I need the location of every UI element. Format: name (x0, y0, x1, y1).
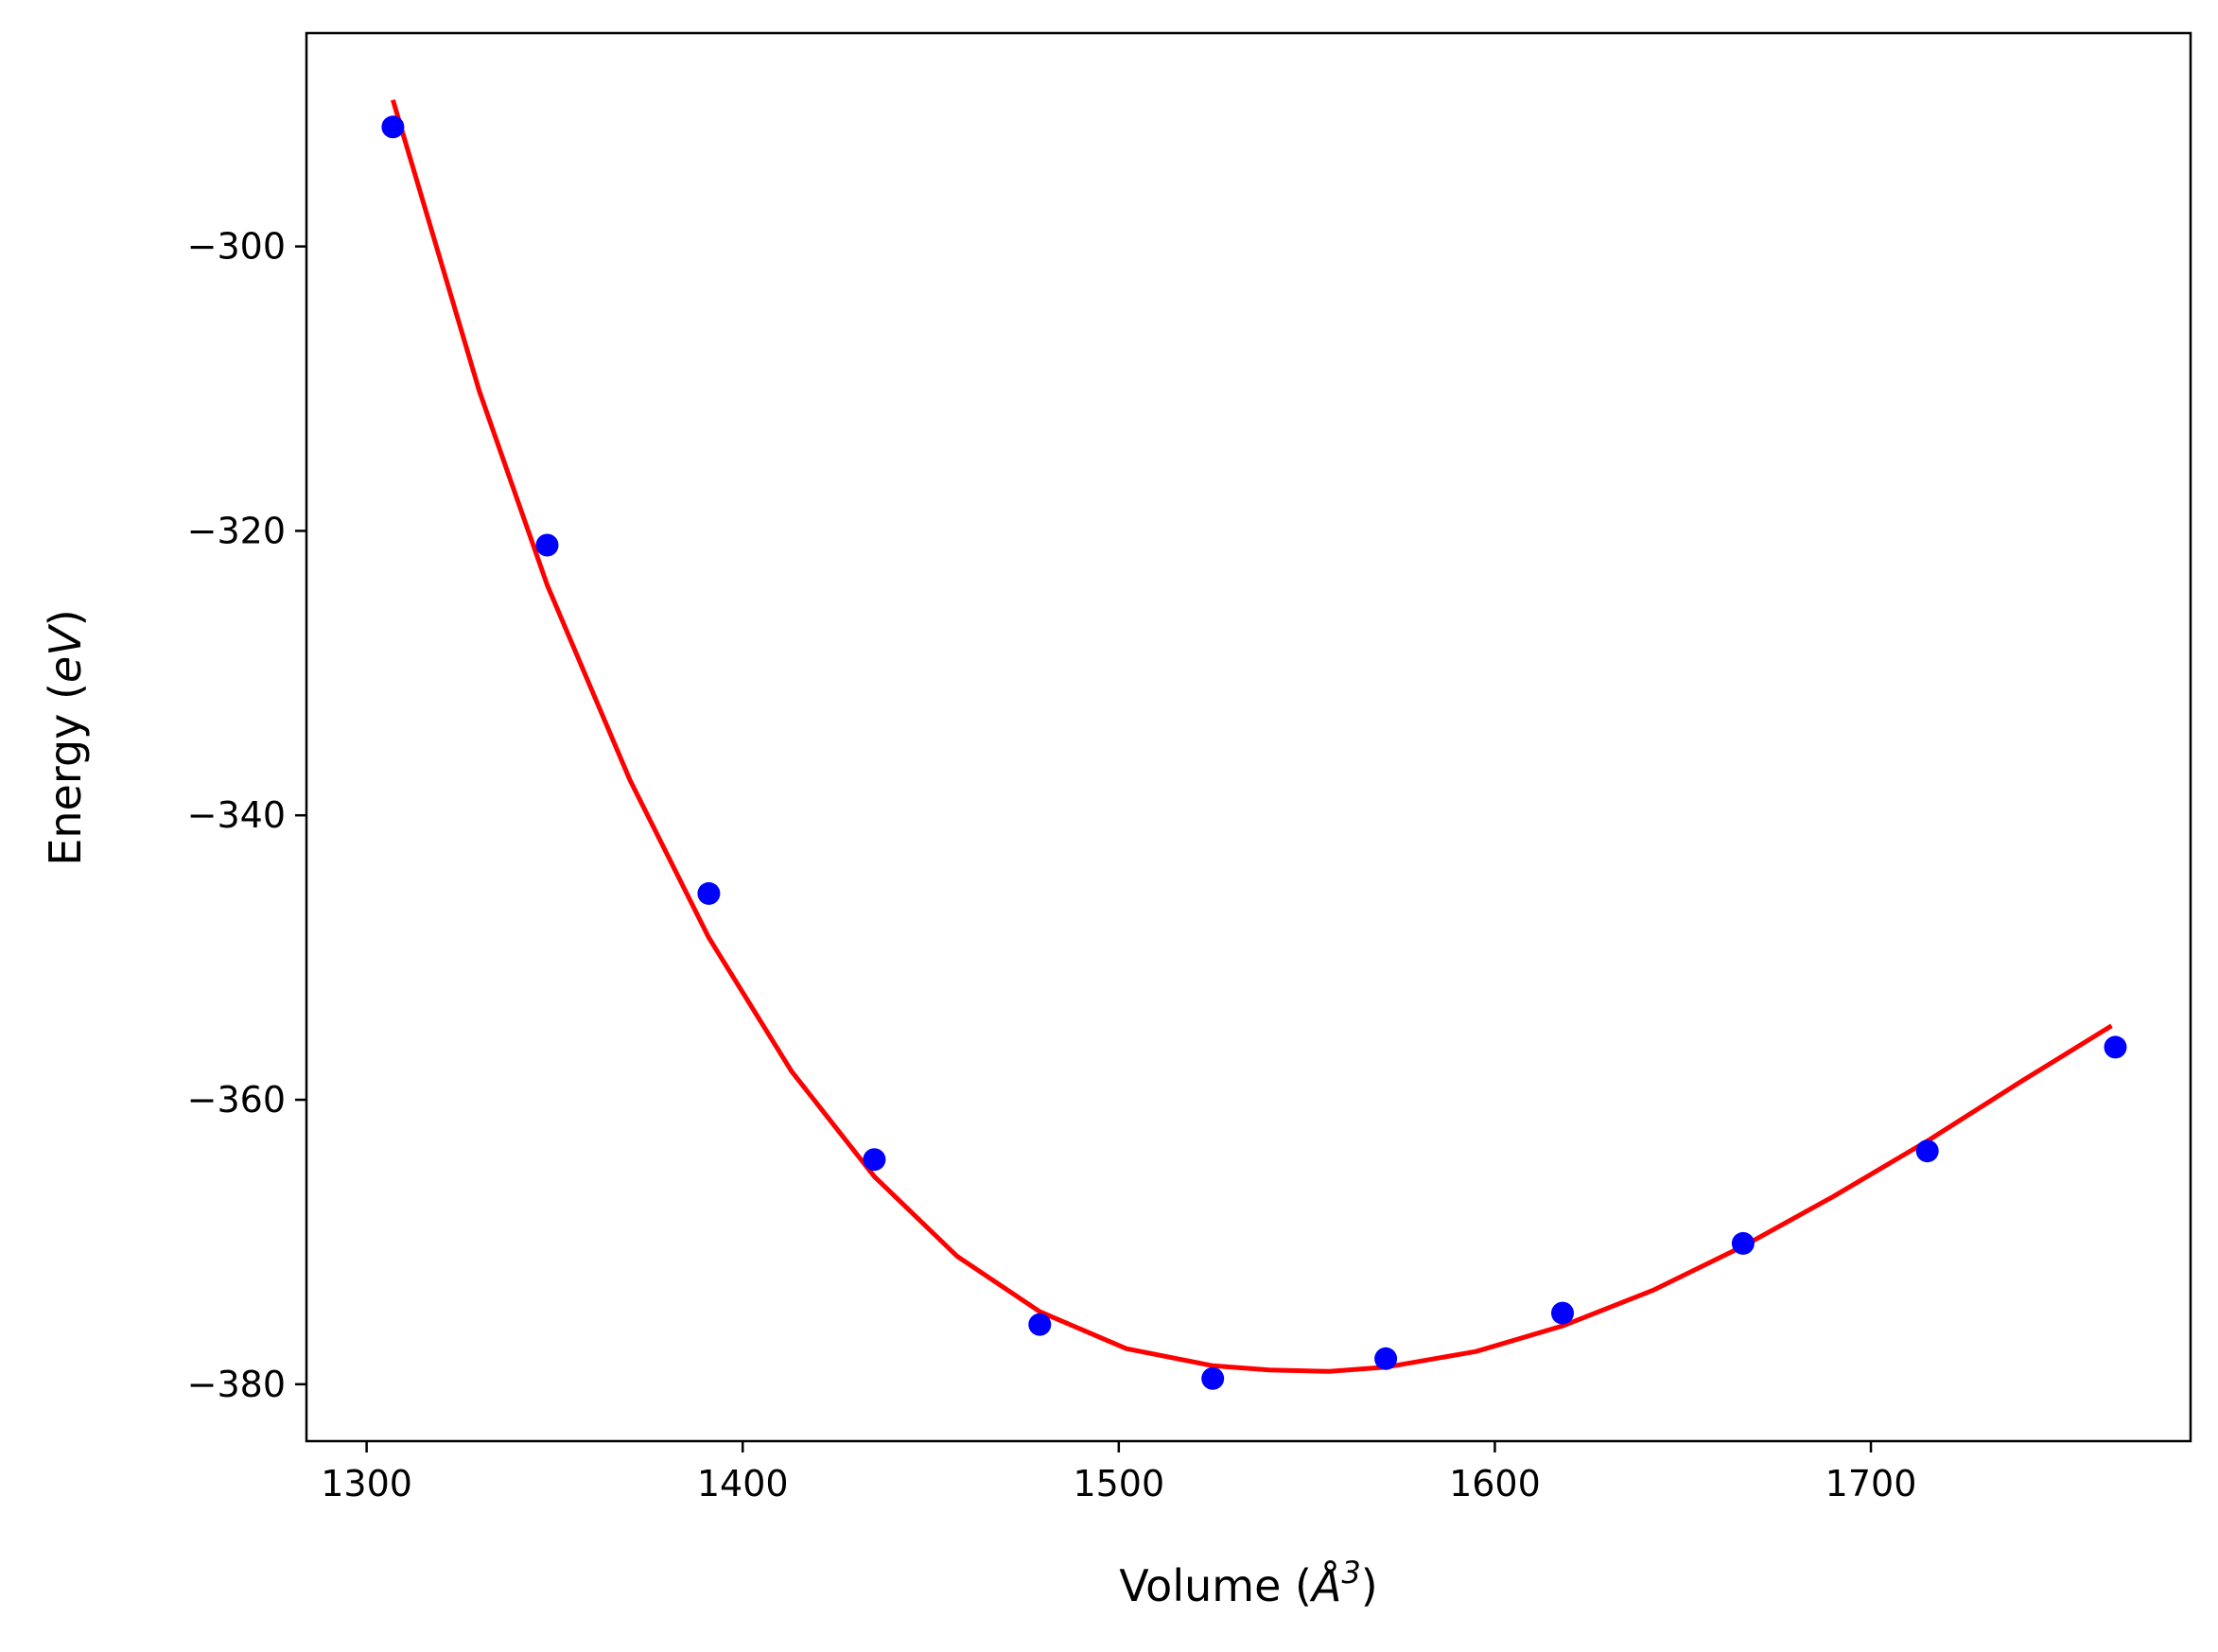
data-point (1731, 1231, 1755, 1255)
y-tick-label: −320 (187, 510, 286, 551)
y-axis-ticks: −300 −320 −340 −360 −380 (187, 226, 306, 1405)
data-point (1028, 1313, 1052, 1336)
fit-curve-line (391, 98, 2113, 1374)
data-point (2104, 1035, 2127, 1059)
x-axis-ticks: 1300 1400 1500 1600 1700 (321, 1441, 1916, 1504)
data-point (535, 533, 559, 557)
plot-frame (305, 31, 2192, 1443)
x-tick-label: 1600 (1449, 1463, 1541, 1504)
data-points-layer (381, 115, 2127, 1390)
data-point (1374, 1347, 1398, 1370)
y-tick-label: −380 (187, 1364, 286, 1405)
data-point (863, 1148, 886, 1172)
x-tick-label: 1500 (1073, 1463, 1164, 1504)
x-axis-title: Volume (Å3) (1119, 1555, 1377, 1611)
data-point (1915, 1139, 1939, 1163)
x-tick-label: 1700 (1825, 1463, 1917, 1504)
data-point (1551, 1301, 1574, 1325)
y-tick-label: −300 (187, 226, 286, 268)
fit-curve-layer (391, 98, 2113, 1374)
data-point (381, 115, 405, 139)
y-tick-label: −340 (187, 794, 286, 836)
y-tick-label: −360 (187, 1079, 286, 1121)
data-point (1201, 1366, 1225, 1390)
data-point (697, 881, 721, 905)
y-axis-title: Energy (eV) (40, 609, 91, 865)
x-tick-label: 1400 (697, 1463, 789, 1504)
x-tick-label: 1300 (321, 1463, 412, 1504)
